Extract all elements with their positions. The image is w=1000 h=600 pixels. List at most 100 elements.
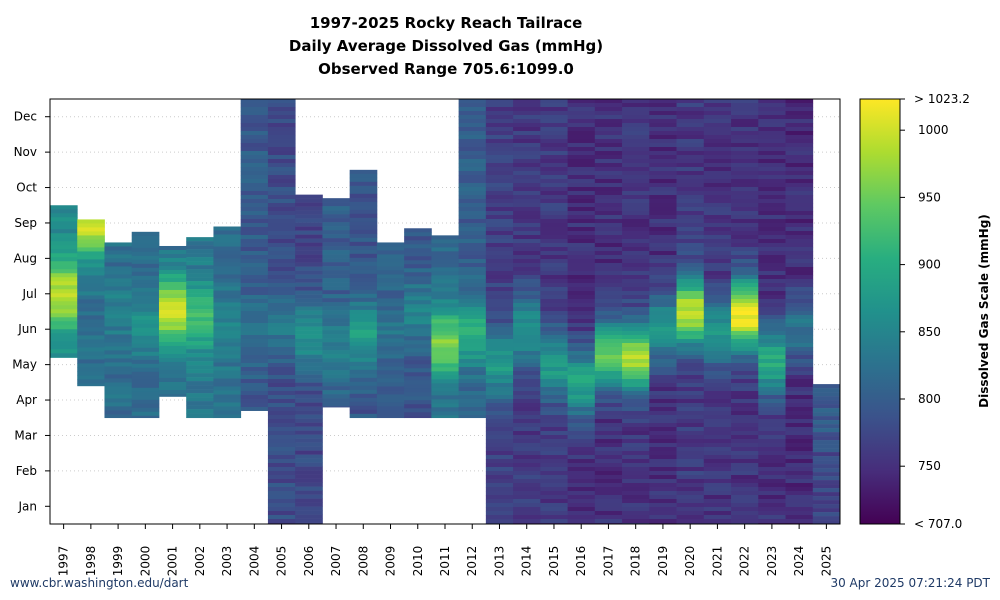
- heatmap-cell: [513, 171, 541, 176]
- heatmap-cell: [758, 323, 786, 328]
- x-tick-label: 2008: [356, 546, 370, 577]
- heatmap-cell: [622, 367, 650, 372]
- heatmap-cell: [649, 339, 677, 344]
- heatmap-cell: [649, 375, 677, 380]
- heatmap-cell: [322, 266, 351, 271]
- heatmap-cell: [267, 203, 296, 208]
- heatmap-cell: [703, 159, 732, 164]
- heatmap-cell: [485, 259, 514, 264]
- heatmap-cell: [485, 507, 514, 512]
- heatmap-cell: [785, 271, 814, 276]
- heatmap-cell: [540, 207, 568, 212]
- heatmap-cell: [213, 234, 242, 239]
- heatmap-cell: [676, 319, 705, 324]
- heatmap-cell: [540, 107, 568, 112]
- colorbar-tick-label: 900: [918, 258, 941, 272]
- heatmap-cell: [785, 487, 814, 492]
- heatmap-cell: [812, 432, 841, 437]
- heatmap-cell: [567, 335, 596, 340]
- heatmap-cell: [349, 213, 378, 219]
- heatmap-cell: [104, 250, 133, 255]
- heatmap-cell: [567, 503, 596, 508]
- heatmap-cell: [431, 323, 460, 328]
- heatmap-cell: [158, 353, 187, 359]
- heatmap-cell: [267, 419, 296, 424]
- heatmap-cell: [458, 135, 487, 140]
- heatmap-cell: [240, 203, 269, 208]
- heatmap-cell: [104, 378, 133, 383]
- heatmap-cell: [676, 299, 705, 304]
- heatmap-cell: [485, 519, 514, 524]
- heatmap-cell: [50, 285, 78, 290]
- heatmap-cell: [567, 123, 596, 128]
- heatmap-cell: [540, 519, 568, 524]
- heatmap-cell: [703, 215, 732, 220]
- heatmap-cell: [485, 327, 514, 332]
- heatmap-cell: [540, 459, 568, 464]
- heatmap-cell: [622, 111, 650, 116]
- heatmap-cell: [485, 367, 514, 372]
- heatmap-cell: [703, 235, 732, 240]
- heatmap-cell: [458, 279, 487, 284]
- heatmap-cell: [594, 379, 623, 384]
- heatmap-cell: [567, 267, 596, 272]
- heatmap-cell: [513, 435, 541, 440]
- heatmap-cell: [731, 467, 759, 472]
- heatmap-cell: [703, 387, 732, 392]
- heatmap-cell: [594, 363, 623, 368]
- heatmap-cell: [540, 143, 568, 148]
- heatmap-cell: [431, 335, 460, 340]
- heatmap-cell: [785, 267, 814, 272]
- heatmap-cell: [77, 307, 105, 312]
- heatmap-cell: [567, 135, 596, 140]
- heatmap-cell: [703, 239, 732, 244]
- heatmap-cell: [731, 279, 759, 284]
- heatmap-cell: [676, 323, 705, 328]
- heatmap-cell: [758, 215, 786, 220]
- heatmap-cell: [513, 355, 541, 360]
- heatmap-cell: [431, 255, 460, 260]
- heatmap-cell: [540, 351, 568, 356]
- heatmap-cell: [186, 385, 214, 390]
- heatmap-cell: [731, 139, 759, 144]
- heatmap-cell: [703, 247, 732, 252]
- heatmap-cell: [594, 215, 623, 220]
- heatmap-cell: [131, 379, 160, 385]
- heatmap-cell: [676, 143, 705, 148]
- heatmap-cell: [567, 519, 596, 524]
- heatmap-cell: [267, 375, 296, 380]
- heatmap-cell: [785, 343, 814, 348]
- heatmap-cell: [240, 111, 269, 116]
- heatmap-cell: [376, 314, 405, 319]
- heatmap-cell: [513, 107, 541, 112]
- heatmap-cell: [513, 371, 541, 376]
- heatmap-cell: [186, 333, 214, 338]
- heatmap-cell: [213, 326, 242, 331]
- heatmap-cell: [485, 171, 514, 176]
- heatmap-cell: [349, 409, 378, 415]
- heatmap-cell: [213, 362, 242, 367]
- heatmap-cell: [295, 230, 323, 235]
- heatmap-cell: [458, 307, 487, 312]
- heatmap-cell: [567, 291, 596, 296]
- heatmap-cell: [567, 363, 596, 368]
- heatmap-cell: [349, 373, 378, 379]
- heatmap-cell: [513, 335, 541, 340]
- heatmap-cell: [540, 147, 568, 152]
- heatmap-cell: [213, 334, 242, 339]
- heatmap-cell: [567, 359, 596, 364]
- heatmap-cell: [731, 327, 759, 332]
- heatmap-cell: [703, 463, 732, 468]
- heatmap-cell: [758, 259, 786, 264]
- heatmap-cell: [567, 159, 596, 164]
- y-tick-label: Aug: [14, 251, 37, 265]
- heatmap-cell: [322, 374, 351, 379]
- heatmap-cell: [267, 327, 296, 332]
- heatmap-cell: [540, 371, 568, 376]
- heatmap-cell: [322, 206, 351, 211]
- heatmap-cell: [240, 155, 269, 160]
- heatmap-cell: [676, 419, 705, 424]
- heatmap-cell: [376, 394, 405, 399]
- heatmap-cell: [485, 451, 514, 456]
